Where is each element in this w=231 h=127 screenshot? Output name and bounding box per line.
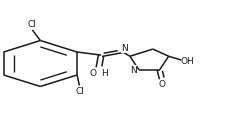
- Text: N: N: [129, 66, 136, 75]
- Text: Cl: Cl: [27, 20, 36, 29]
- Text: H: H: [101, 69, 107, 78]
- Text: O: O: [158, 80, 165, 89]
- Text: N: N: [121, 44, 127, 53]
- Text: Cl: Cl: [75, 87, 84, 96]
- Text: O: O: [89, 69, 96, 78]
- Text: OH: OH: [180, 57, 194, 66]
